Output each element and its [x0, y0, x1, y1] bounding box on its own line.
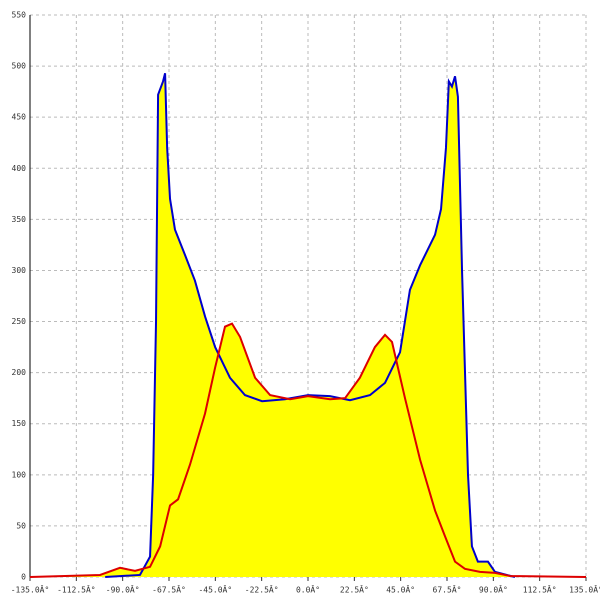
line [105, 72, 516, 578]
y-tick-label: 350 [12, 215, 27, 224]
y-tick-label: 100 [12, 470, 27, 479]
y-tick-label: 300 [12, 266, 27, 275]
x-tick-label: -112.5Â° [57, 584, 96, 595]
x-tick-label: 0.0Â° [296, 584, 320, 595]
x-tick-label: 90.0Â° [479, 584, 508, 595]
y-tick-label: 0 [21, 573, 26, 582]
x-tick-label: -45.0Â° [198, 584, 232, 595]
y-tick-label: 550 [12, 11, 27, 20]
y-tick-label: 150 [12, 419, 27, 428]
y-tick-label: 450 [12, 113, 27, 122]
x-tick-label: -135.0Â° [11, 584, 50, 595]
x-tick-label: -67.5Â° [152, 584, 186, 595]
line [29, 322, 587, 578]
y-tick-label: 400 [12, 164, 27, 173]
x-tick-label: 135.0Â° [569, 584, 600, 595]
y-tick-label: 250 [12, 317, 27, 326]
y-tick-label: 200 [12, 368, 27, 377]
x-tick-label: -22.5Â° [245, 584, 279, 595]
x-tick-label: 67.5Â° [433, 584, 462, 595]
area-fill [30, 323, 586, 577]
y-tick-label: 50 [16, 521, 26, 530]
x-tick-label: 112.5Â° [523, 584, 557, 595]
x-tick-label: -90.0Â° [106, 584, 140, 595]
x-tick-label: 45.0Â° [386, 584, 415, 595]
x-tick-label: 22.5Â° [340, 584, 369, 595]
y-tick-label: 500 [12, 62, 27, 71]
